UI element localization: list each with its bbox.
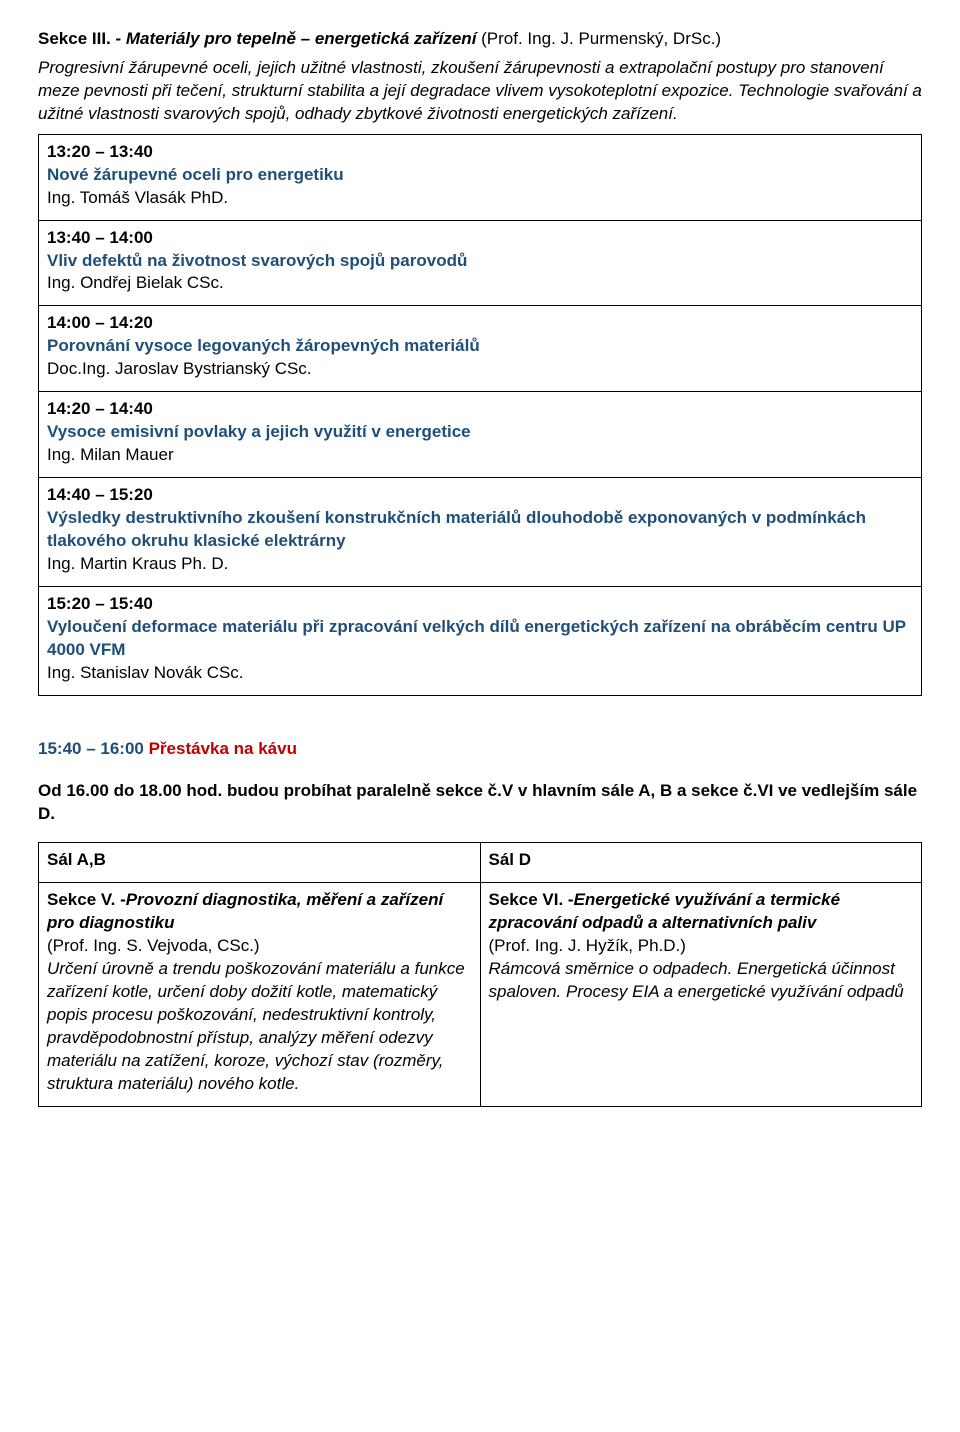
talk-cell: 13:20 – 13:40 Nové žárupevné oceli pro e…: [39, 134, 922, 220]
section3-header: Sekce III. - Materiály pro tepelně – ene…: [38, 28, 922, 51]
talk-time: 13:20 – 13:40: [47, 141, 913, 164]
schedule-table: 13:20 – 13:40 Nové žárupevné oceli pro e…: [38, 134, 922, 696]
talk-title: Vyloučení deformace materiálu při zpraco…: [47, 616, 913, 662]
section5-desc: Určení úrovně a trendu poškozování mater…: [47, 958, 472, 1096]
talk-title: Vysoce emisivní povlaky a jejich využití…: [47, 421, 913, 444]
talk-title: Nové žárupevné oceli pro energetiku: [47, 164, 913, 187]
section3-prefix: Sekce III. -: [38, 29, 126, 48]
parallel-sessions-note: Od 16.00 do 18.00 hod. budou probíhat pa…: [38, 780, 922, 826]
section5-prefix: Sekce V. -: [47, 890, 126, 909]
talk-cell: 13:40 – 14:00 Vliv defektů na životnost …: [39, 220, 922, 306]
break-label: Přestávka na kávu: [144, 739, 297, 758]
section3-title: Materiály pro tepelně – energetická zaří…: [126, 29, 477, 48]
talk-time: 15:20 – 15:40: [47, 593, 913, 616]
talk-time: 14:00 – 14:20: [47, 312, 913, 335]
talk-cell: 14:40 – 15:20 Výsledky destruktivního zk…: [39, 478, 922, 587]
talk-speaker: Ing. Stanislav Novák CSc.: [47, 662, 913, 685]
hall-left-label: Sál A,B: [39, 843, 481, 883]
hall-right-label: Sál D: [480, 843, 922, 883]
talk-time: 13:40 – 14:00: [47, 227, 913, 250]
talk-speaker: Ing. Milan Mauer: [47, 444, 913, 467]
talk-speaker: Doc.Ing. Jaroslav Bystrianský CSc.: [47, 358, 913, 381]
talk-title: Porovnání vysoce legovaných žáropevných …: [47, 335, 913, 358]
talk-speaker: Ing. Tomáš Vlasák PhD.: [47, 187, 913, 210]
parallel-table: Sál A,B Sál D Sekce V. -Provozní diagnos…: [38, 842, 922, 1106]
talk-time: 14:20 – 14:40: [47, 398, 913, 421]
talk-cell: 14:20 – 14:40 Vysoce emisivní povlaky a …: [39, 392, 922, 478]
talk-cell: 14:00 – 14:20 Porovnání vysoce legovanýc…: [39, 306, 922, 392]
talk-time: 14:40 – 15:20: [47, 484, 913, 507]
talk-speaker: Ing. Ondřej Bielak CSc.: [47, 272, 913, 295]
section6-cell: Sekce VI. -Energetické využívání a termi…: [480, 883, 922, 1106]
section3-description: Progresivní žárupevné oceli, jejich užit…: [38, 57, 922, 126]
section6-desc: Rámcová směrnice o odpadech. Energetická…: [489, 958, 914, 1004]
section5-cell: Sekce V. -Provozní diagnostika, měření a…: [39, 883, 481, 1106]
talk-title: Výsledky destruktivního zkoušení konstru…: [47, 507, 913, 553]
section3-chair: (Prof. Ing. J. Purmenský, DrSc.): [476, 29, 721, 48]
talk-title: Vliv defektů na životnost svarových spoj…: [47, 250, 913, 273]
section5-chair: (Prof. Ing. S. Vejvoda, CSc.): [47, 935, 472, 958]
talk-speaker: Ing. Martin Kraus Ph. D.: [47, 553, 913, 576]
talk-cell: 15:20 – 15:40 Vyloučení deformace materi…: [39, 586, 922, 695]
break-time: 15:40 – 16:00: [38, 739, 144, 758]
coffee-break: 15:40 – 16:00 Přestávka na kávu: [38, 738, 922, 761]
section6-prefix: Sekce VI. -: [489, 890, 574, 909]
section6-chair: (Prof. Ing. J. Hyžík, Ph.D.): [489, 935, 914, 958]
